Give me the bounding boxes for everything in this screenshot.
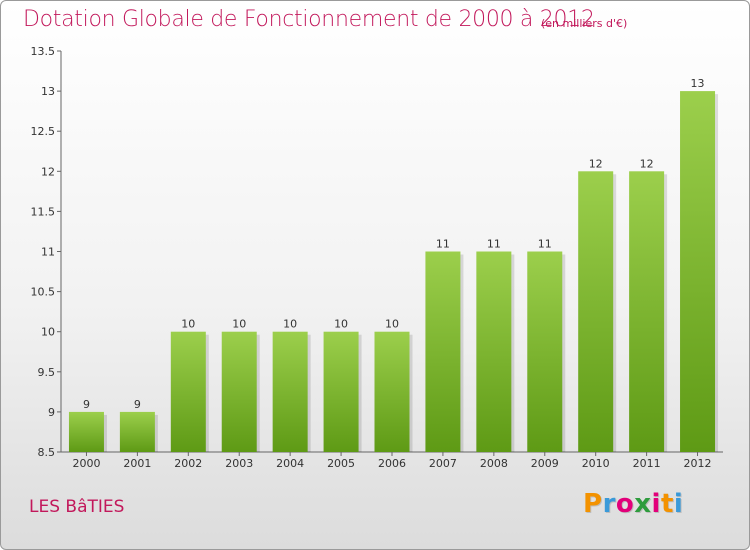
- y-tick-label: 9.5: [38, 366, 56, 379]
- logo-letter: r: [602, 489, 616, 519]
- proxiti-logo: Proxiti: [583, 489, 683, 519]
- x-tick-label: 2001: [123, 457, 151, 470]
- logo-letter: t: [660, 489, 674, 519]
- y-tick-label: 13.5: [31, 45, 56, 58]
- bar-2010: [578, 171, 614, 453]
- bar-2007: [425, 251, 461, 452]
- bar-2008: [476, 251, 512, 452]
- bar-2002: [170, 331, 206, 452]
- chart-subtitle: (en milliers d'€): [541, 17, 628, 30]
- bar-2000: [68, 411, 104, 452]
- bar-2001: [119, 411, 155, 452]
- data-label: 10: [385, 318, 399, 331]
- bar-2009: [527, 251, 563, 452]
- bar-2005: [323, 331, 359, 452]
- bar-2004: [272, 331, 308, 452]
- y-tick-label: 13: [41, 85, 55, 98]
- logo-letter: P: [583, 489, 603, 519]
- y-tick-label: 10: [41, 326, 55, 339]
- x-tick-label: 2002: [174, 457, 202, 470]
- logo-letter: i: [673, 489, 684, 519]
- chart-bars: [68, 91, 719, 453]
- data-label: 9: [134, 398, 141, 411]
- y-tick-label: 9: [48, 406, 55, 419]
- logo-letter: x: [634, 489, 652, 519]
- y-tick-label: 11.5: [31, 205, 56, 218]
- data-label: 9: [83, 398, 90, 411]
- bar-2003: [221, 331, 257, 452]
- y-tick-label: 11: [41, 246, 55, 259]
- x-tick-label: 2009: [531, 457, 559, 470]
- y-tick-label: 10.5: [31, 286, 56, 299]
- chart-axes: 8.5 9 9.5 10 10.5 11 11.5 12 12.5 13 13.5 2000 2001 2…: [31, 45, 723, 470]
- x-tick-label: 2008: [480, 457, 508, 470]
- x-tick-label: 2000: [72, 457, 100, 470]
- data-label: 10: [334, 318, 348, 331]
- data-label: 13: [691, 77, 705, 90]
- x-tick-label: 2003: [225, 457, 253, 470]
- x-tick-label: 2010: [582, 457, 610, 470]
- data-label: 12: [640, 157, 654, 170]
- bar-2006: [374, 331, 410, 452]
- logo-letter: o: [615, 489, 635, 519]
- x-tick-label: 2005: [327, 457, 355, 470]
- bar-2012: [680, 91, 716, 452]
- y-tick-label: 12.5: [31, 125, 56, 138]
- x-tick-label: 2012: [684, 457, 712, 470]
- data-label: 12: [589, 157, 603, 170]
- commune-name: LES BâTIES: [29, 497, 125, 517]
- x-tick-label: 2007: [429, 457, 457, 470]
- y-tick-label: 8.5: [38, 446, 56, 459]
- logo-letter: i: [651, 489, 661, 519]
- bar-2011: [629, 171, 665, 453]
- data-label: 11: [538, 238, 552, 251]
- data-label: 11: [487, 238, 501, 251]
- data-label: 10: [181, 318, 195, 331]
- chart-title: Dotation Globale de Fonctionnement de 20…: [23, 7, 595, 32]
- x-tick-label: 2004: [276, 457, 304, 470]
- data-label: 10: [232, 318, 246, 331]
- x-tick-label: 2006: [378, 457, 406, 470]
- data-label: 11: [436, 238, 450, 251]
- chart-data-labels: 9 9 10 10 10 10 10 11 11 11 12 12 13: [83, 77, 705, 411]
- y-tick-label: 12: [41, 165, 55, 178]
- x-tick-label: 2011: [633, 457, 661, 470]
- data-label: 10: [283, 318, 297, 331]
